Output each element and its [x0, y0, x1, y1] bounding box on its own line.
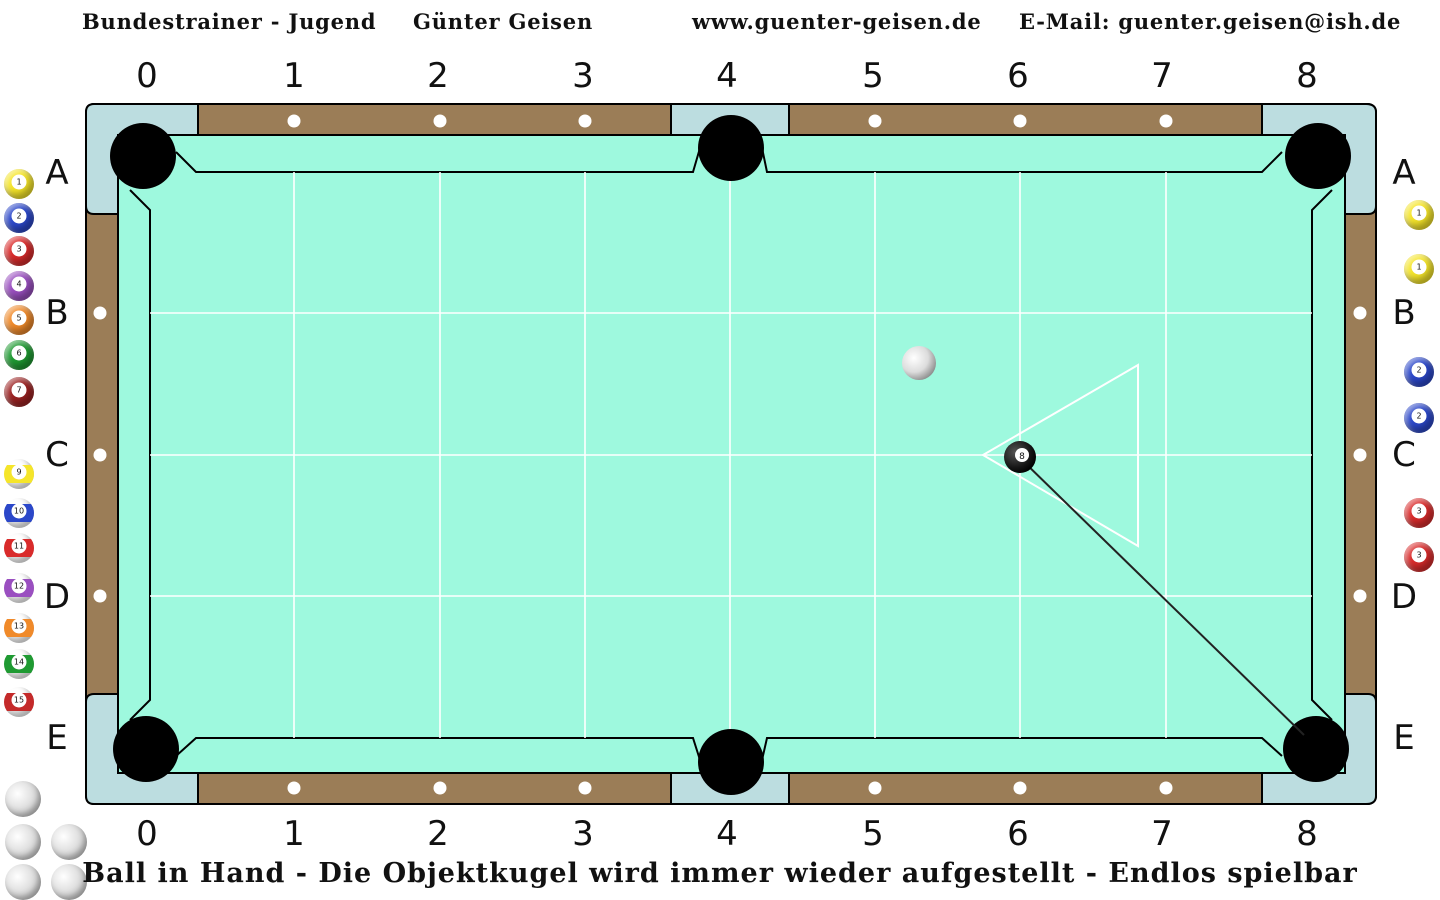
row-label-left-b: B	[37, 293, 77, 333]
pocket-top-right[interactable]	[1285, 123, 1351, 189]
col-label-bottom-1: 1	[274, 814, 314, 854]
col-label-bottom-4: 4	[707, 814, 747, 854]
row-label-right-c: C	[1384, 435, 1424, 475]
table-cloth	[118, 135, 1345, 773]
col-label-top-4: 4	[707, 56, 747, 96]
right-rack-ball-2[interactable]: 2	[1404, 403, 1434, 433]
col-label-bottom-2: 2	[418, 814, 458, 854]
col-label-top-3: 3	[563, 56, 603, 96]
right-rack-ball-1[interactable]: 1	[1404, 254, 1434, 284]
col-label-bottom-7: 7	[1142, 814, 1182, 854]
row-label-left-d: D	[37, 577, 77, 617]
rack-ball-10[interactable]: 10	[4, 498, 34, 528]
row-label-left-a: A	[37, 153, 77, 193]
col-label-bottom-8: 8	[1287, 814, 1327, 854]
rack-ball-7[interactable]: 7	[4, 377, 34, 407]
right-rack-ball-1[interactable]: 1	[1404, 200, 1434, 230]
pocket-bottom-right[interactable]	[1283, 716, 1349, 782]
col-label-top-6: 6	[998, 56, 1038, 96]
row-label-right-a: A	[1384, 153, 1424, 193]
col-label-bottom-6: 6	[998, 814, 1038, 854]
row-label-right-d: D	[1384, 577, 1424, 617]
rack-ball-1[interactable]: 1	[4, 169, 34, 199]
col-label-top-7: 7	[1142, 56, 1182, 96]
footer-caption: Ball in Hand - Die Objektkugel wird imme…	[0, 858, 1440, 889]
rack-ball-15[interactable]: 15	[4, 687, 34, 717]
rack-ball-2[interactable]: 2	[4, 203, 34, 233]
right-rack-ball-2[interactable]: 2	[1404, 357, 1434, 387]
object-ball-eight[interactable]: 8	[1004, 441, 1036, 473]
svg-text:8: 8	[1019, 452, 1025, 462]
cue-ball[interactable]	[902, 346, 936, 380]
right-rack-ball-3[interactable]: 3	[1404, 542, 1434, 572]
rack-ball-14[interactable]: 14	[4, 649, 34, 679]
pocket-bottom-middle[interactable]	[698, 729, 764, 795]
row-label-right-e: E	[1384, 718, 1424, 758]
col-label-top-0: 0	[127, 56, 167, 96]
rack-ball-9[interactable]: 9	[4, 459, 34, 489]
col-label-bottom-5: 5	[853, 814, 893, 854]
right-rack-ball-3[interactable]: 3	[1404, 498, 1434, 528]
rack-ball-13[interactable]: 13	[4, 613, 34, 643]
row-label-left-c: C	[37, 435, 77, 475]
row-label-left-e: E	[37, 718, 77, 758]
col-label-top-5: 5	[853, 56, 893, 96]
rack-ball-3[interactable]: 3	[4, 236, 34, 266]
rack-ball-4[interactable]: 4	[4, 271, 34, 301]
spare-cue-ball[interactable]	[5, 781, 41, 817]
pocket-top-middle[interactable]	[698, 115, 764, 181]
col-label-top-2: 2	[418, 56, 458, 96]
col-label-top-1: 1	[274, 56, 314, 96]
rack-ball-6[interactable]: 6	[4, 340, 34, 370]
pocket-top-left[interactable]	[110, 123, 176, 189]
spare-cue-ball[interactable]	[5, 824, 41, 860]
rack-ball-5[interactable]: 5	[4, 305, 34, 335]
col-label-bottom-3: 3	[563, 814, 603, 854]
col-label-top-8: 8	[1287, 56, 1327, 96]
rack-ball-12[interactable]: 12	[4, 573, 34, 603]
rack-ball-11[interactable]: 11	[4, 533, 34, 563]
row-label-right-b: B	[1384, 293, 1424, 333]
spare-cue-ball[interactable]	[51, 824, 87, 860]
col-label-bottom-0: 0	[127, 814, 167, 854]
pocket-bottom-left[interactable]	[113, 716, 179, 782]
